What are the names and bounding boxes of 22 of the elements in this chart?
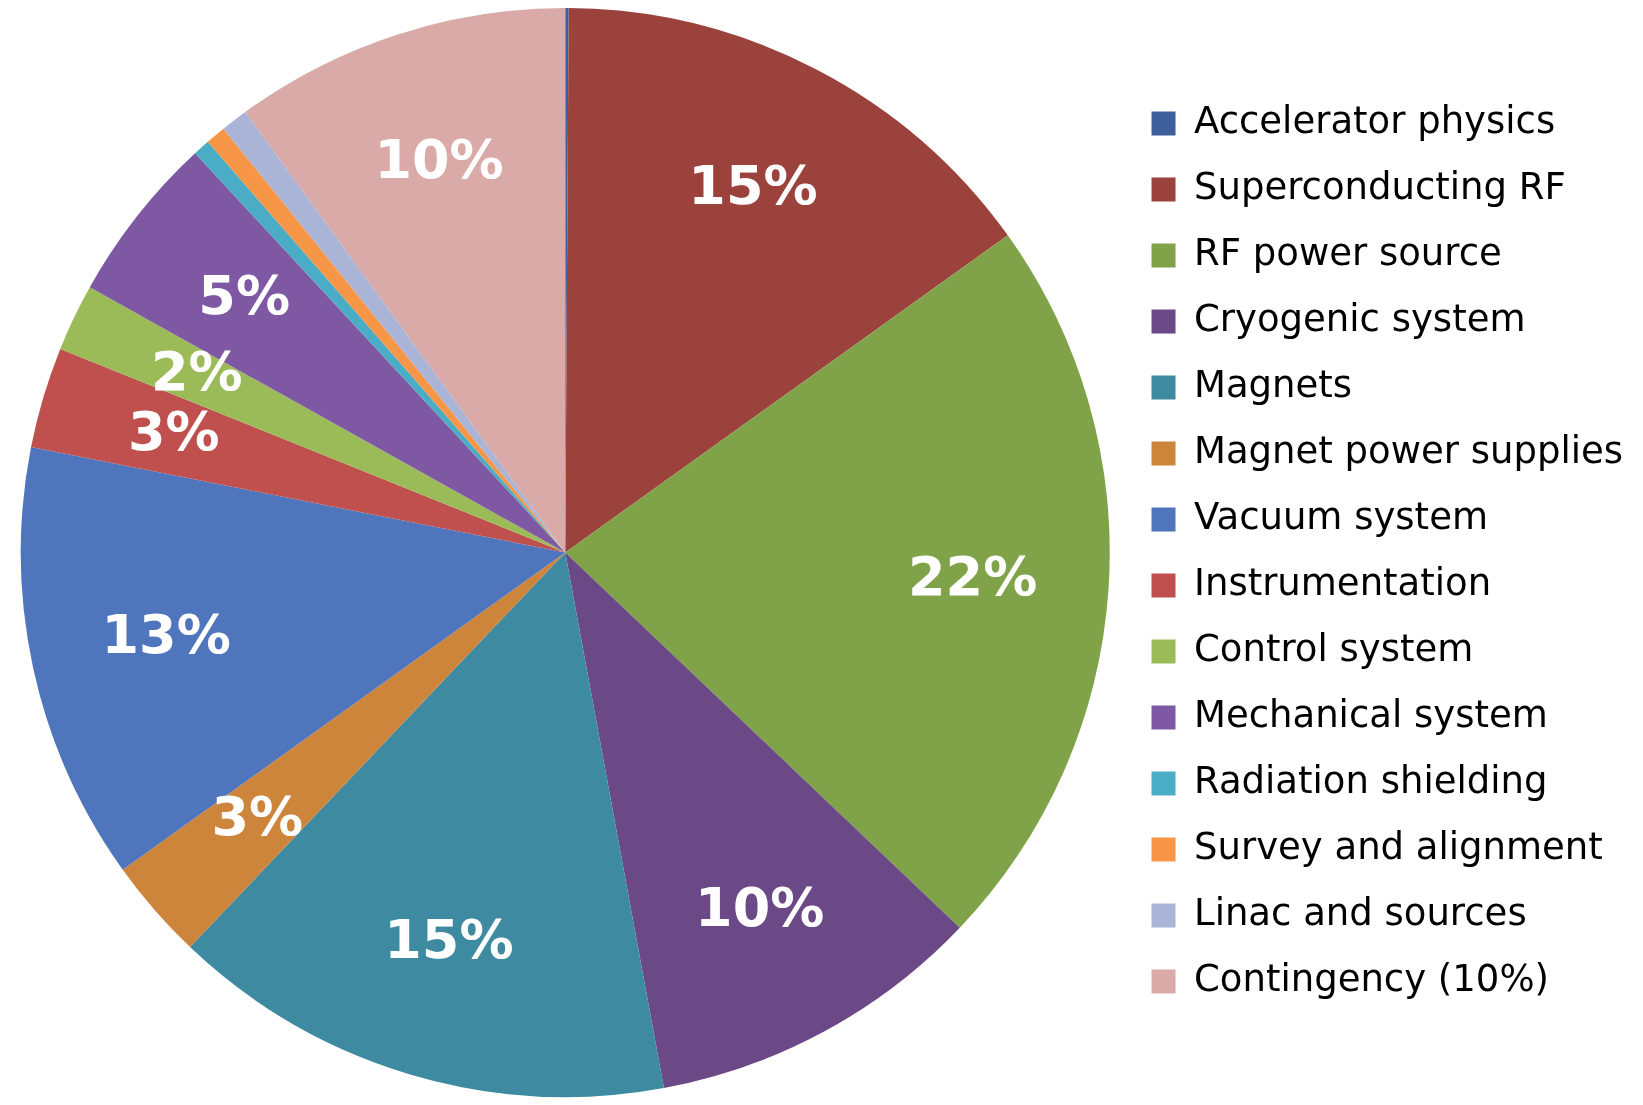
data-label: 13% <box>101 603 231 667</box>
legend-label: Linac and sources <box>1194 891 1527 935</box>
data-label: 10% <box>695 875 825 939</box>
legend-label: Instrumentation <box>1194 561 1492 605</box>
legend-label: Mechanical system <box>1194 693 1548 737</box>
legend-label: Survey and alignment <box>1194 825 1603 869</box>
data-label: 3% <box>211 784 304 848</box>
legend-label: Radiation shielding <box>1194 759 1548 803</box>
legend-label: Magnets <box>1194 363 1353 407</box>
legend-label: Superconducting RF <box>1194 165 1566 209</box>
data-label: 10% <box>374 128 504 192</box>
data-label: 5% <box>198 264 290 328</box>
legend-label: Magnet power supplies <box>1194 429 1624 473</box>
legend-label: RF power source <box>1194 231 1502 275</box>
legend-label: Contingency (10%) <box>1194 957 1549 1001</box>
legend-label: Accelerator physics <box>1194 99 1556 143</box>
legend-label: Cryogenic system <box>1194 297 1526 341</box>
data-label: 22% <box>908 544 1038 608</box>
data-label: 15% <box>384 907 514 971</box>
legend-label: Vacuum system <box>1194 495 1488 539</box>
data-label: 15% <box>688 153 818 217</box>
legend-label: Control system <box>1194 627 1474 671</box>
